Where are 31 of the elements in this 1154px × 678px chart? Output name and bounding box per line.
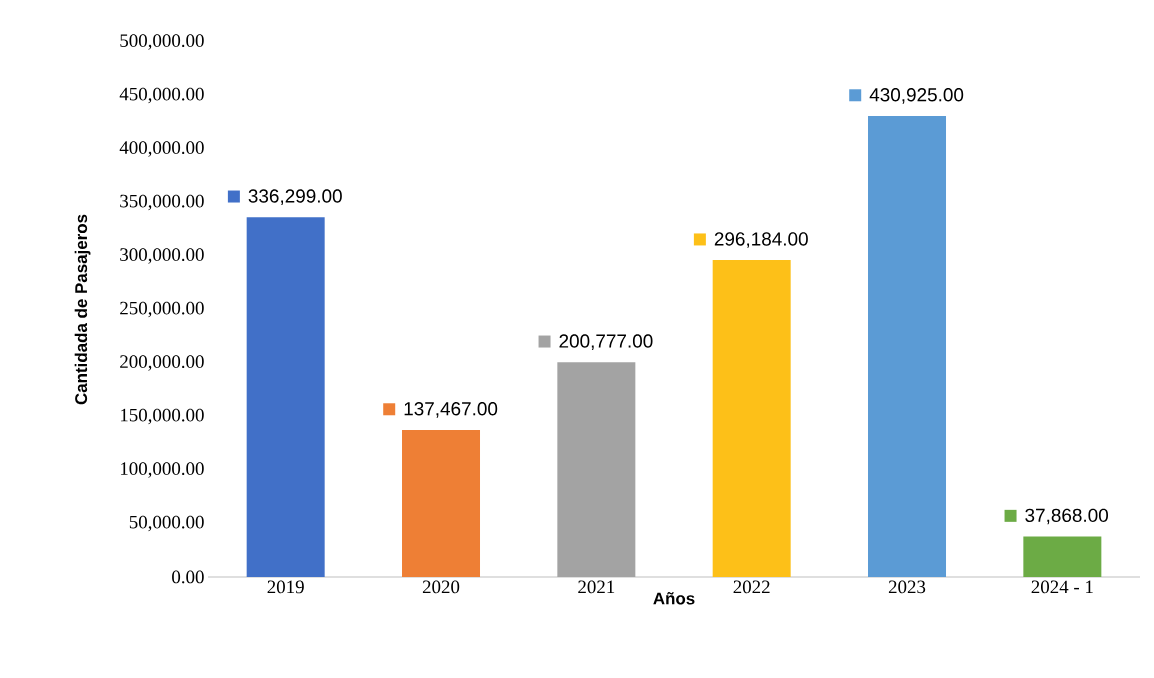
bar [246,217,325,577]
data-label: 336,299.00 [248,189,342,205]
x-tick-label: 2020 [422,580,460,594]
bar [402,429,481,577]
data-label: 137,467.00 [404,402,498,418]
x-axis-title: Años [653,592,695,605]
y-tick-label: 250,000.00 [120,301,204,318]
y-tick-label: 100,000.00 [120,462,204,478]
y-tick-label: 450,000.00 [119,87,204,104]
x-tick-label: 2019 [267,580,304,594]
x-tick-label: 2023 [888,580,926,594]
bar [557,362,636,577]
x-tick-label: 2022 [733,580,770,594]
data-label: 430,925.00 [869,88,964,104]
y-tick-label: 400,000.00 [119,141,204,157]
bar [712,260,791,577]
x-tick-label: 2021 [578,580,615,594]
x-tick-label: 2024 - 1 [1031,580,1093,594]
data-label: 37,868.00 [1025,508,1108,525]
y-tick-label: 150,000.00 [120,408,204,425]
y-tick-label: 300,000.00 [120,248,204,264]
y-axis-title: Cantidada de Pasajeros [74,214,91,405]
y-tick-label: 50,000.00 [129,515,204,532]
y-tick-label: 0.00 [172,570,204,584]
y-tick-label: 350,000.00 [120,194,204,211]
data-label: 200,777.00 [559,334,653,350]
bar [1023,536,1102,577]
bar [868,115,947,577]
y-tick-label: 500,000.00 [120,34,204,50]
data-label: 296,184.00 [714,232,808,248]
y-tick-label: 200,000.00 [120,355,204,371]
